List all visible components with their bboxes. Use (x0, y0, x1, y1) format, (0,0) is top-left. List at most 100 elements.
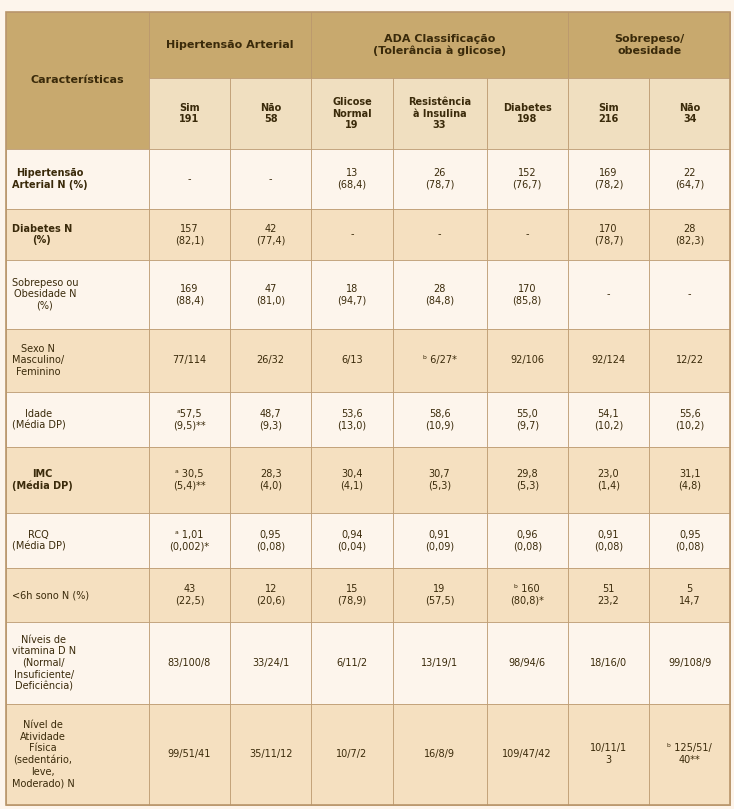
Bar (487, 260, 568, 328)
Bar (6, 328, 149, 392)
Bar (649, 704, 730, 805)
Text: 35/11/12: 35/11/12 (249, 749, 292, 759)
Bar (230, 78, 311, 149)
Text: Sexo N
Masculino/
Feminino: Sexo N Masculino/ Feminino (12, 344, 64, 377)
Bar (568, 328, 649, 392)
Bar (487, 209, 568, 260)
Bar (393, 704, 487, 805)
Bar (393, 260, 487, 328)
Text: Sim
216: Sim 216 (598, 103, 619, 125)
Bar (149, 260, 230, 328)
Bar (649, 622, 730, 704)
Text: 28
(84,8): 28 (84,8) (425, 283, 454, 305)
Text: 55,6
(10,2): 55,6 (10,2) (675, 409, 705, 430)
Bar (6, 260, 149, 328)
Text: Sobrepeso ou
Obesidade N
(%): Sobrepeso ou Obesidade N (%) (12, 277, 79, 311)
Text: 0,95
(0,08): 0,95 (0,08) (675, 530, 704, 551)
Bar (568, 392, 649, 447)
Text: Sobrepeso/
obesidade: Sobrepeso/ obesidade (614, 35, 684, 56)
Text: ADA Classificação
(Tolerância à glicose): ADA Classificação (Tolerância à glicose) (373, 34, 506, 57)
Bar (487, 568, 568, 622)
Text: 43
(22,5): 43 (22,5) (175, 584, 204, 606)
Bar (649, 328, 730, 392)
Bar (487, 447, 568, 513)
Text: ᵃ 1,01
(0,002)*: ᵃ 1,01 (0,002)* (170, 530, 209, 551)
Text: Nível de
Atividade
Física
(sedentário,
leve,
Moderado) N: Nível de Atividade Física (sedentário, l… (12, 720, 74, 788)
Text: 0,96
(0,08): 0,96 (0,08) (512, 530, 542, 551)
Text: Diabetes N
(%): Diabetes N (%) (12, 223, 72, 245)
Text: 13/19/1: 13/19/1 (421, 658, 458, 668)
Bar (487, 78, 568, 149)
Bar (311, 704, 393, 805)
Text: 30,4
(4,1): 30,4 (4,1) (341, 469, 363, 491)
Bar (230, 704, 311, 805)
Bar (149, 328, 230, 392)
Bar (230, 209, 311, 260)
Bar (393, 78, 487, 149)
Bar (393, 392, 487, 447)
Bar (311, 328, 393, 392)
Bar (149, 704, 230, 805)
Bar (311, 12, 568, 78)
Bar (230, 260, 311, 328)
Bar (568, 513, 649, 568)
Bar (393, 209, 487, 260)
Bar (649, 260, 730, 328)
Text: RCQ
(Média DP): RCQ (Média DP) (12, 530, 65, 551)
Text: 22
(64,7): 22 (64,7) (675, 168, 705, 189)
Bar (6, 392, 149, 447)
Text: 5
14,7: 5 14,7 (679, 584, 700, 606)
Text: 18
(94,7): 18 (94,7) (338, 283, 366, 305)
Text: Hipertensão
Arterial N (%): Hipertensão Arterial N (%) (12, 168, 87, 189)
Text: Glicose
Normal
19: Glicose Normal 19 (332, 97, 372, 130)
Text: 0,94
(0,04): 0,94 (0,04) (338, 530, 366, 551)
Bar (6, 12, 149, 149)
Text: -: - (188, 174, 191, 184)
Bar (487, 328, 568, 392)
Text: 16/8/9: 16/8/9 (424, 749, 455, 759)
Text: 99/108/9: 99/108/9 (668, 658, 711, 668)
Text: 169
(88,4): 169 (88,4) (175, 283, 204, 305)
Text: 31,1
(4,8): 31,1 (4,8) (678, 469, 701, 491)
Text: 92/106: 92/106 (510, 355, 544, 366)
Bar (487, 513, 568, 568)
Bar (311, 78, 393, 149)
Bar (311, 149, 393, 209)
Bar (487, 704, 568, 805)
Bar (487, 622, 568, 704)
Text: 53,6
(13,0): 53,6 (13,0) (338, 409, 366, 430)
Text: -: - (437, 230, 441, 239)
Bar (311, 447, 393, 513)
Bar (149, 392, 230, 447)
Bar (311, 513, 393, 568)
Text: 10/7/2: 10/7/2 (336, 749, 368, 759)
Bar (649, 149, 730, 209)
Bar (6, 704, 149, 805)
Text: Resistência
à Insulina
33: Resistência à Insulina 33 (408, 97, 471, 130)
Bar (568, 447, 649, 513)
Text: -: - (607, 290, 610, 299)
Bar (230, 328, 311, 392)
Bar (568, 209, 649, 260)
Text: 47
(81,0): 47 (81,0) (256, 283, 286, 305)
Bar (230, 568, 311, 622)
Text: ᵃ 30,5
(5,4)**: ᵃ 30,5 (5,4)** (173, 469, 206, 491)
Bar (311, 209, 393, 260)
Text: 169
(78,2): 169 (78,2) (594, 168, 623, 189)
Bar (311, 568, 393, 622)
Bar (393, 447, 487, 513)
Text: 23,0
(1,4): 23,0 (1,4) (597, 469, 620, 491)
Text: Níveis de
vitamina D N
(Normal/
Insuficiente/
Deficiência): Níveis de vitamina D N (Normal/ Insufici… (12, 635, 76, 691)
Text: 0,91
(0,09): 0,91 (0,09) (425, 530, 454, 551)
Bar (487, 392, 568, 447)
Bar (230, 622, 311, 704)
Text: 15
(78,9): 15 (78,9) (338, 584, 366, 606)
Text: 19
(57,5): 19 (57,5) (425, 584, 454, 606)
Bar (568, 704, 649, 805)
Text: ᵇ 125/51/
40**: ᵇ 125/51/ 40** (667, 743, 712, 765)
Text: 55,0
(9,7): 55,0 (9,7) (516, 409, 539, 430)
Text: -: - (526, 230, 529, 239)
Text: 6/13: 6/13 (341, 355, 363, 366)
Bar (311, 260, 393, 328)
Bar (6, 209, 149, 260)
